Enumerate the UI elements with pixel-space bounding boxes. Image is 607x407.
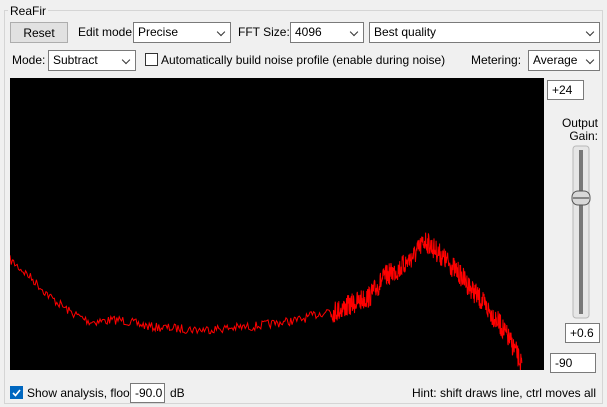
group-frame (4, 10, 603, 404)
floor-field[interactable]: -90.0 (130, 383, 165, 403)
gain-slider-groove (579, 150, 583, 314)
fft-size-label: FFT Size: (238, 25, 290, 39)
edit-mode-select[interactable]: Precise (133, 22, 231, 43)
hint-text: Hint: shift draws line, ctrl moves all (411, 386, 596, 400)
output-gain-label: Output Gain: (561, 116, 598, 143)
check-mark (12, 389, 21, 397)
mode-select[interactable]: Subtract (48, 50, 136, 71)
auto-build-label[interactable]: Automatically build noise profile (enabl… (161, 53, 446, 67)
reset-button[interactable]: Reset (10, 22, 68, 43)
quality-select[interactable]: Best quality (369, 22, 600, 43)
gain-value-field[interactable]: +0.6 (565, 323, 600, 343)
show-analysis-label[interactable]: Show analysis, floor: (27, 386, 138, 400)
mode-label: Mode: (12, 53, 46, 67)
group-title: ReaFir (8, 4, 49, 18)
fft-size-select[interactable]: 4096 (290, 22, 364, 43)
spectrum-background[interactable] (10, 78, 544, 370)
gain-min-field[interactable]: -90 (550, 353, 596, 373)
edit-mode-label: Edit mode: (78, 25, 136, 39)
spectrum-trace (10, 232, 523, 370)
show-analysis-checkbox[interactable] (10, 386, 23, 399)
metering-select[interactable]: Average (528, 50, 600, 71)
metering-label: Metering: (471, 53, 522, 67)
auto-build-checkbox[interactable] (145, 53, 158, 66)
floor-unit: dB (170, 386, 185, 400)
gain-max-field[interactable]: +24 (547, 80, 584, 100)
